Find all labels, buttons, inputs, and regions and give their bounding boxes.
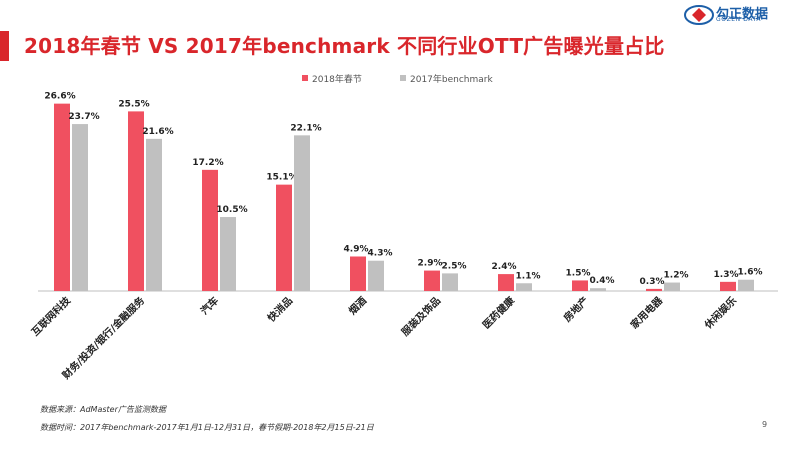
data-label: 2.4% — [492, 262, 517, 272]
data-label: 1.1% — [516, 271, 541, 281]
data-label: 0.3% — [640, 277, 665, 287]
logo-subtitle: GOZEN DATA — [716, 16, 762, 23]
bar — [442, 273, 458, 291]
data-label: 1.6% — [738, 268, 763, 278]
bar — [128, 111, 144, 291]
data-source-note: 数据来源：AdMaster广告监测数据 — [40, 405, 166, 414]
bar — [350, 256, 366, 291]
legend-swatch — [302, 75, 308, 81]
bar — [202, 169, 218, 291]
data-label: 26.6% — [44, 92, 75, 102]
category-tick-label: 医药健康 — [480, 293, 518, 331]
data-label: 22.1% — [290, 123, 321, 133]
bar — [424, 270, 440, 291]
data-period-note: 数据时间：2017年benchmark-2017年1月1日-12月31日，春节假… — [40, 423, 374, 432]
data-label: 21.6% — [142, 127, 173, 137]
top-bar — [0, 0, 800, 24]
bar — [590, 288, 606, 291]
bar — [276, 184, 292, 291]
category-tick-label: 汽车 — [198, 294, 221, 317]
data-label: 1.5% — [566, 268, 591, 278]
bar — [646, 288, 662, 291]
data-label: 2.9% — [418, 259, 443, 269]
legend-label: 2018年春节 — [312, 73, 362, 85]
data-label: 25.5% — [118, 99, 149, 109]
page-number: 9 — [762, 420, 768, 429]
legend-label: 2017年benchmark — [410, 73, 493, 85]
category-tick-label: 房地产 — [561, 294, 591, 324]
logo-mark-icon — [684, 5, 714, 25]
bar-chart: 2018年春节 2017年benchmark 26.6% 23.7% 互联网科技 25.5… — [29, 73, 778, 382]
bar — [516, 283, 532, 291]
chart-area: 2018年春节 2017年benchmark 26.6% 23.7% 互联网科技 25.5… — [0, 64, 800, 404]
data-label: 1.2% — [664, 271, 689, 281]
legend-swatch — [400, 75, 406, 81]
data-label: 15.1% — [266, 173, 297, 183]
bar — [72, 124, 88, 292]
page-title: 2018年春节 VS 2017年benchmark 不同行业OTT广告曝光量占比 — [24, 34, 665, 58]
company-logo — [684, 2, 796, 28]
bar — [368, 260, 384, 291]
category-tick-label: 烟酒 — [346, 294, 369, 317]
data-label: 4.3% — [368, 249, 393, 259]
bar — [572, 280, 588, 291]
bar — [738, 279, 754, 291]
category-tick-label: 休闲娱乐 — [701, 294, 739, 332]
logo-name: 勾正数据 — [716, 7, 769, 22]
data-label: 0.4% — [590, 276, 615, 286]
bar — [720, 281, 736, 291]
category-tick-label: 服装及饰品 — [399, 294, 444, 339]
category-tick-label: 互联网科技 — [29, 293, 74, 338]
bar — [54, 103, 70, 292]
data-label: 1.3% — [714, 270, 739, 280]
title-accent-bar — [0, 31, 9, 61]
bar — [220, 217, 236, 291]
category-tick-label: 家用电器 — [628, 293, 666, 331]
data-label: 17.2% — [192, 158, 223, 168]
category-tick-label: 财务/投资/银行/金融服务 — [59, 293, 148, 382]
bar — [146, 138, 162, 291]
bar — [664, 282, 680, 291]
data-label: 4.9% — [344, 244, 369, 254]
data-label: 2.5% — [442, 261, 467, 271]
bar — [498, 274, 514, 291]
data-label: 10.5% — [216, 205, 247, 215]
category-tick-label: 快消品 — [264, 294, 295, 325]
data-label: 23.7% — [68, 112, 99, 122]
bar — [294, 135, 310, 291]
